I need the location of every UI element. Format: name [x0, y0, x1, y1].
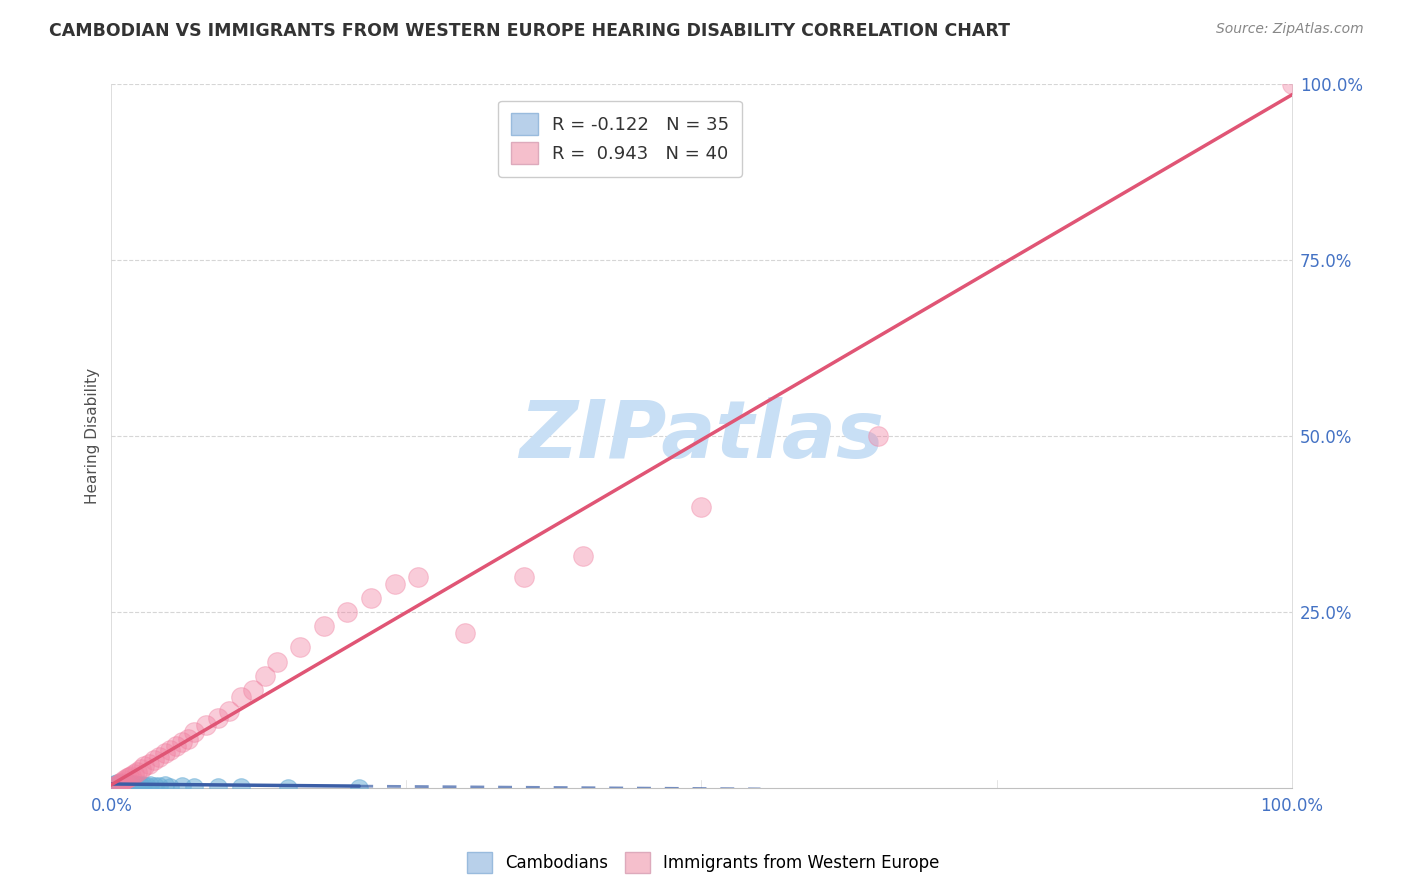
Point	[111, 777, 134, 791]
Point	[124, 777, 146, 791]
Text: ZIPatlas: ZIPatlas	[519, 397, 884, 475]
Point	[207, 711, 229, 725]
Point	[253, 668, 276, 682]
Point	[139, 779, 162, 793]
Point	[129, 779, 152, 793]
Point	[105, 778, 128, 792]
Point	[108, 776, 131, 790]
Legend: R = -0.122   N = 35, R =  0.943   N = 40: R = -0.122 N = 35, R = 0.943 N = 40	[498, 101, 742, 177]
Text: Source: ZipAtlas.com: Source: ZipAtlas.com	[1216, 22, 1364, 37]
Point	[868, 429, 890, 443]
Point	[153, 746, 176, 760]
Point	[690, 500, 713, 514]
Point	[266, 655, 288, 669]
Point	[142, 753, 165, 767]
Point	[112, 778, 135, 792]
Point	[312, 619, 335, 633]
Point	[118, 770, 141, 784]
Point	[110, 779, 132, 793]
Point	[120, 779, 142, 793]
Point	[121, 777, 143, 791]
Point	[143, 779, 166, 793]
Point	[104, 779, 127, 793]
Point	[111, 775, 134, 789]
Point	[127, 779, 149, 793]
Point	[277, 780, 299, 795]
Point	[103, 779, 125, 793]
Point	[572, 549, 595, 563]
Point	[118, 778, 141, 792]
Point	[153, 779, 176, 793]
Point	[121, 779, 143, 793]
Legend: Cambodians, Immigrants from Western Europe: Cambodians, Immigrants from Western Euro…	[460, 846, 946, 880]
Point	[159, 742, 181, 756]
Point	[105, 776, 128, 790]
Point	[1281, 78, 1303, 92]
Point	[138, 756, 160, 771]
Point	[128, 778, 150, 792]
Point	[406, 570, 429, 584]
Point	[384, 577, 406, 591]
Point	[159, 780, 181, 794]
Point	[115, 779, 138, 793]
Point	[114, 777, 136, 791]
Point	[172, 735, 194, 749]
Point	[194, 718, 217, 732]
Point	[513, 570, 536, 584]
Point	[127, 765, 149, 780]
Point	[117, 776, 139, 790]
Text: CAMBODIAN VS IMMIGRANTS FROM WESTERN EUROPE HEARING DISABILITY CORRELATION CHART: CAMBODIAN VS IMMIGRANTS FROM WESTERN EUR…	[49, 22, 1010, 40]
Point	[121, 768, 143, 782]
Point	[135, 779, 157, 793]
Point	[290, 640, 312, 655]
Point	[231, 690, 253, 704]
Point	[454, 626, 477, 640]
Point	[132, 779, 155, 793]
Point	[177, 731, 200, 746]
Point	[105, 779, 128, 793]
Point	[129, 762, 152, 776]
Point	[172, 779, 194, 793]
Point	[183, 725, 205, 739]
Point	[349, 780, 371, 795]
Point	[218, 704, 240, 718]
Point	[108, 775, 131, 789]
Point	[107, 778, 129, 792]
Point	[112, 772, 135, 787]
Point	[231, 780, 253, 794]
Point	[115, 772, 138, 786]
Point	[207, 780, 229, 794]
Point	[336, 605, 359, 619]
Point	[165, 739, 187, 753]
Point	[122, 778, 145, 792]
Point	[104, 777, 127, 791]
Point	[134, 759, 156, 773]
Point	[360, 591, 382, 606]
Point	[148, 779, 170, 793]
Point	[122, 767, 145, 781]
Point	[183, 780, 205, 794]
Point	[242, 682, 264, 697]
Point	[148, 749, 170, 764]
Y-axis label: Hearing Disability: Hearing Disability	[86, 368, 100, 504]
Point	[112, 776, 135, 790]
